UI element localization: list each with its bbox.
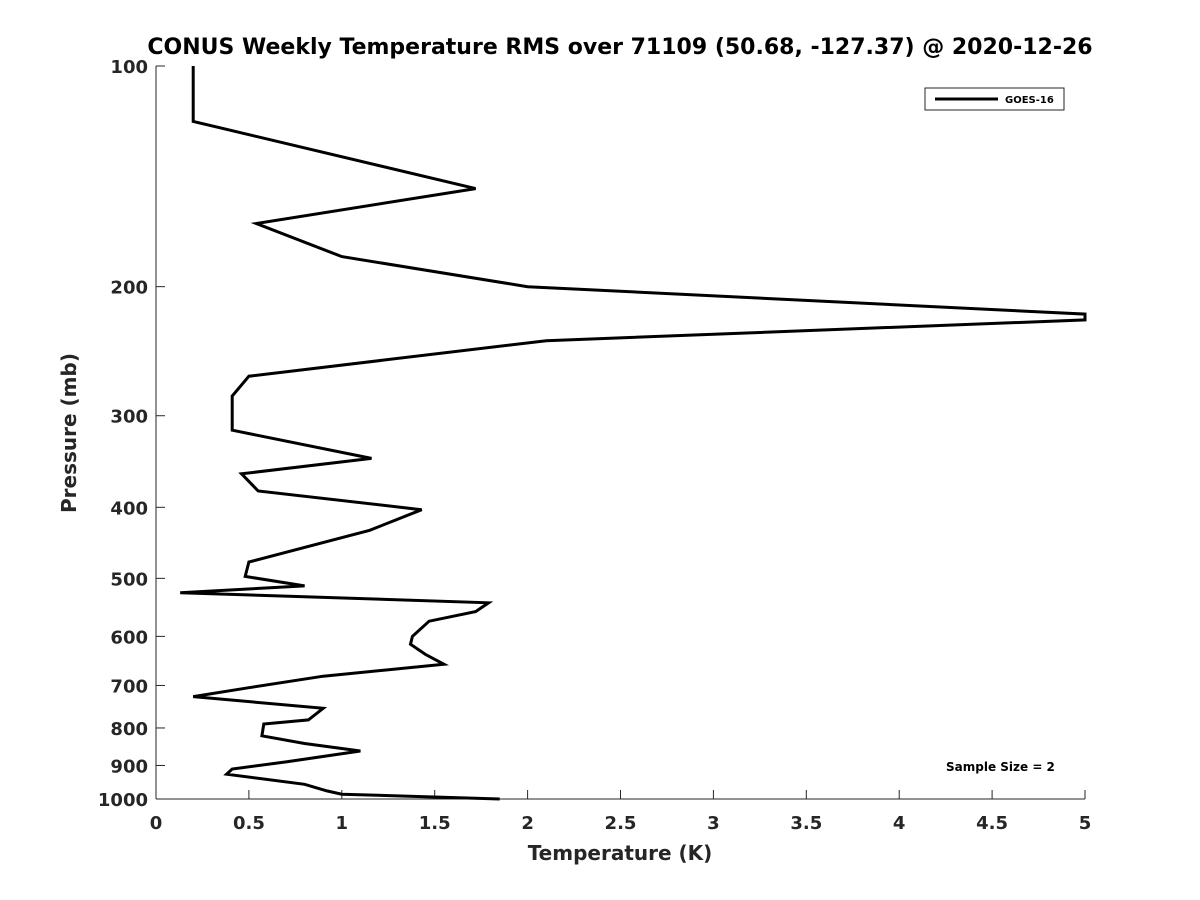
y-tick-label: 300 [110,407,148,428]
x-tick-label: 3.5 [790,813,822,834]
x-tick-label: 1 [336,813,349,834]
y-axis-label: Pressure (mb) [57,353,81,513]
x-tick-label: 1.5 [419,813,451,834]
x-tick-label: 2 [521,813,534,834]
y-tick-label: 1000 [98,790,148,811]
y-tick-label: 200 [110,278,148,299]
y-tick-label: 500 [110,569,148,590]
x-axis-label: Temperature (K) [528,841,713,865]
y-tick-label: 600 [110,627,148,648]
x-tick-label: 0.5 [233,813,265,834]
x-tick-label: 5 [1079,813,1092,834]
x-tick-label: 4 [893,813,906,834]
legend-label: GOES-16 [1005,95,1054,106]
x-tick-group: 0 0.5 1 1.5 2 2.5 3 3.5 4 4.5 5 [150,790,1092,834]
y-tick-label: 900 [110,756,148,777]
legend: GOES-16 [924,87,1065,111]
y-tick-label: 800 [110,719,148,740]
chart-title: CONUS Weekly Temperature RMS over 71109 … [147,35,1092,60]
sample-size-annotation: Sample Size = 2 [946,760,1055,774]
x-tick-label: 3 [707,813,720,834]
y-tick-label: 400 [110,498,148,519]
x-tick-label: 0 [150,813,163,834]
series-line-goes-16 [180,66,1087,801]
series-layer [180,66,1087,801]
x-tick-label: 2.5 [605,813,637,834]
x-tick-label: 4.5 [976,813,1008,834]
y-tick-label: 700 [110,676,148,697]
plot-area [155,66,1085,800]
y-tick-group: 100 200 300 400 500 600 700 800 900 1000 [98,57,165,811]
y-tick-label: 100 [110,57,148,78]
